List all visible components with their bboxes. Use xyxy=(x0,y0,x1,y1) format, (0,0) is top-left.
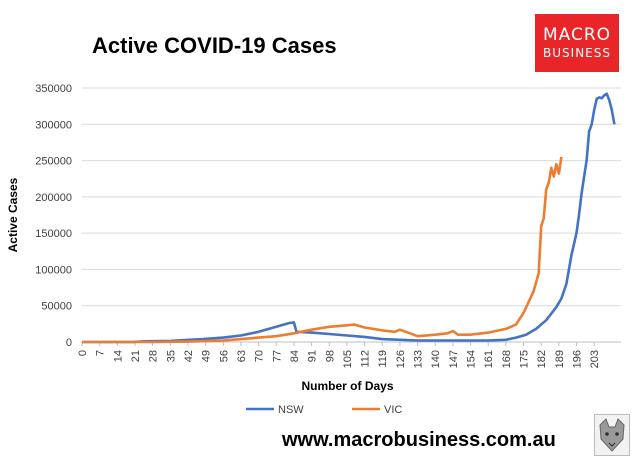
series-line-vic xyxy=(82,156,563,344)
x-tick-label: 49 xyxy=(201,350,213,362)
legend-label-vic: VIC xyxy=(384,404,402,416)
x-tick-label: 147 xyxy=(448,350,460,368)
x-tick-label: 91 xyxy=(307,350,319,362)
x-tick-label: 112 xyxy=(360,350,372,368)
y-tick-label: 200000 xyxy=(35,192,72,204)
x-tick-label: 203 xyxy=(589,350,601,368)
chart-title: Active COVID-19 Cases xyxy=(92,33,337,58)
x-tick-label: 189 xyxy=(554,350,566,368)
x-tick-label: 28 xyxy=(148,350,160,362)
y-tick-label: 300000 xyxy=(35,119,72,131)
y-tick-label: 50000 xyxy=(41,301,72,313)
footer-url: www.macrobusiness.com.au xyxy=(282,429,556,451)
x-tick-label: 70 xyxy=(254,350,266,362)
y-tick-label: 0 xyxy=(66,337,72,349)
x-tick-label: 196 xyxy=(572,350,584,368)
logo-line-1: MACRO xyxy=(542,25,612,45)
x-tick-label: 14 xyxy=(112,350,124,362)
wolf-logo xyxy=(594,414,630,456)
x-tick-label: 84 xyxy=(289,350,301,362)
y-tick-label: 100000 xyxy=(35,264,72,276)
x-tick-label: 42 xyxy=(183,350,195,362)
series-line-nsw xyxy=(82,92,616,344)
x-tick-label: 140 xyxy=(430,350,442,368)
x-tick-label: 126 xyxy=(395,350,407,368)
x-tick-label: 154 xyxy=(466,350,478,368)
x-tick-label: 175 xyxy=(519,350,531,368)
x-tick-label: 35 xyxy=(165,350,177,362)
x-tick-label: 105 xyxy=(342,350,354,368)
logo-line-2: BUSINESS xyxy=(543,46,611,60)
x-tick-label: 56 xyxy=(218,350,230,362)
y-tick-label: 250000 xyxy=(35,156,72,168)
x-tick-label: 77 xyxy=(271,350,283,362)
x-tick-label: 0 xyxy=(77,350,89,356)
x-axis-title: Number of Days xyxy=(301,379,393,393)
legend-label-nsw: NSW xyxy=(278,404,304,416)
x-tick-label: 168 xyxy=(501,350,513,368)
x-tick-label: 119 xyxy=(377,350,389,368)
x-tick-label: 63 xyxy=(236,350,248,362)
x-tick-label: 182 xyxy=(536,350,548,368)
line-chart: 0 50000 100000 150000 200000 250000 300000 3500… xyxy=(6,83,621,416)
x-tick-label: 21 xyxy=(130,350,142,362)
plot-area xyxy=(82,88,621,342)
y-tick-label: 150000 xyxy=(35,228,72,240)
x-tick-label: 7 xyxy=(95,350,107,356)
x-tick-label: 133 xyxy=(413,350,425,368)
macrobusiness-logo: MACRO BUSINESS xyxy=(535,14,619,72)
y-axis-title: Active Cases xyxy=(6,177,20,252)
x-tick-label: 161 xyxy=(483,350,495,368)
x-tick-label: 98 xyxy=(324,350,336,362)
y-tick-label: 350000 xyxy=(35,83,72,95)
